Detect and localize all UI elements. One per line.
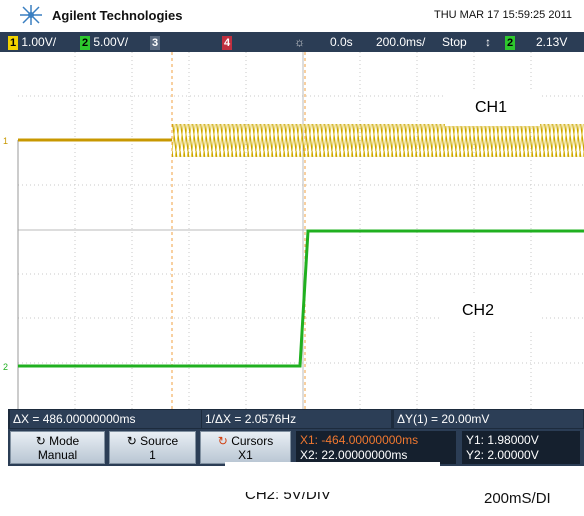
ch3-num: 3	[150, 36, 160, 50]
trig-source-num: 2	[505, 36, 515, 50]
mode-value: Manual	[37, 448, 78, 462]
source-title-text: Source	[140, 434, 179, 448]
cursors-key[interactable]: ↻ Cursors X1	[200, 431, 291, 464]
ch3-status: 3	[150, 33, 160, 51]
ch2-scale: 5.00V/	[93, 35, 129, 49]
delay: 0.0s	[330, 35, 353, 49]
status-bar	[0, 32, 584, 52]
header-bar	[0, 0, 584, 31]
ch2-status: 2 5.00V/	[80, 33, 128, 51]
inv-delta-x: 1/ΔX = 2.0576Hz	[202, 410, 391, 428]
cursors-value: X1	[238, 448, 253, 462]
trigger-slope: ↕	[485, 35, 491, 49]
source-key[interactable]: ↻ Source 1	[109, 431, 196, 464]
mode-key[interactable]: ↻ Mode Manual	[10, 431, 105, 464]
ch2-label: CH2	[440, 293, 540, 329]
caption-mask	[225, 462, 440, 492]
datetime: THU MAR 17 15:59:25 2011	[434, 9, 572, 21]
y-cursor-readout: Y1: 1.98000V Y2: 2.00000V	[462, 431, 580, 464]
cursors-title-text: Cursors	[231, 434, 274, 448]
y1-readout: Y1: 1.98000V	[466, 433, 539, 447]
ch4-status: 4	[222, 33, 232, 51]
mode-title: ↻ Mode	[35, 434, 80, 448]
brand: Agilent Technologies	[52, 8, 183, 23]
delta-x: ΔX = 486.00000000ms	[10, 410, 201, 428]
run-state: Stop	[442, 35, 467, 49]
ch1-trace-signal	[172, 124, 584, 157]
timebase-caption: 200mS/DI	[484, 490, 551, 507]
trig-source: 2	[505, 33, 515, 51]
ch2-trace	[18, 229, 584, 368]
ch2-num: 2	[80, 36, 90, 50]
source-value: 1	[149, 448, 156, 462]
mode-title-text: Mode	[49, 434, 80, 448]
ch1-num: 1	[8, 36, 18, 50]
logo	[20, 5, 42, 25]
source-title: ↻ Source	[126, 434, 179, 448]
ch2-ground-marker: 2	[3, 362, 8, 372]
x1-readout: X1: -464.00000000ms	[300, 433, 419, 447]
ch1-ground-marker: 1	[3, 136, 8, 146]
ch1-label: CH1	[445, 90, 540, 126]
x2-readout: X2: 22.00000000ms	[300, 448, 408, 462]
trigger-icon: ☼	[294, 35, 305, 49]
ch4-num: 4	[222, 36, 232, 50]
ch1-status: 1 1.00V/	[8, 33, 56, 51]
cursors-title: ↻ Cursors	[217, 434, 274, 448]
trig-level: 2.13V	[536, 35, 568, 49]
delta-y: ΔY(1) = 20.00mV	[394, 410, 583, 428]
timebase: 200.0ms/	[376, 35, 426, 49]
y2-readout: Y2: 2.00000V	[466, 448, 539, 462]
ch1-scale: 1.00V/	[21, 35, 57, 49]
x-cursor-readout: X1: -464.00000000ms X2: 22.00000000ms	[296, 431, 456, 464]
